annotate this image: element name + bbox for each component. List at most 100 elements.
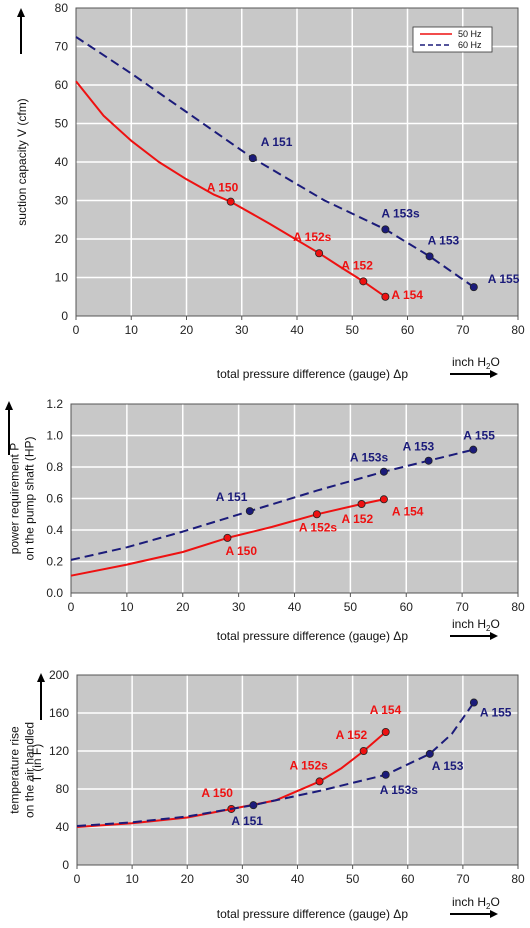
y-axis-label: power requirement P [8, 443, 22, 554]
data-point [424, 456, 433, 465]
x-axis-arrow-head [490, 910, 498, 918]
x-axis-arrow-head [490, 632, 498, 640]
y-tick-label: 50 [55, 117, 69, 131]
x-tick-label: 20 [176, 600, 190, 614]
x-tick-label: 50 [344, 600, 358, 614]
data-point-label: A 152 [341, 258, 373, 272]
series-line-60hz [75, 36, 475, 288]
y-axis-label: on the air handled [23, 722, 37, 818]
y-axis-label: suction capacity V (cfm) [15, 98, 29, 225]
x-tick-label: 70 [455, 600, 469, 614]
legend-box [412, 26, 493, 53]
x-axis-label: total pressure difference (gauge) Δp [217, 367, 409, 381]
series-line-60hz [76, 701, 475, 827]
y-tick-label: 120 [49, 744, 69, 758]
data-point-label: A 150 [225, 544, 257, 558]
y-tick-label: 1.0 [46, 429, 63, 443]
x-axis-arrow-head [490, 370, 498, 378]
x-tick-label: 20 [180, 323, 194, 337]
data-point [379, 467, 388, 476]
data-point [469, 283, 478, 292]
x-tick-label: 40 [288, 600, 302, 614]
y-tick-label: 30 [55, 194, 69, 208]
data-point-label: A 152s [290, 758, 329, 772]
x-axis-unit: inch H2O [452, 617, 500, 633]
x-tick-label: 80 [511, 323, 525, 337]
y-tick-label: 200 [49, 668, 69, 682]
x-tick-label: 10 [120, 600, 134, 614]
data-point [379, 495, 388, 504]
x-axis-label: total pressure difference (gauge) Δp [217, 907, 409, 921]
data-point-label: A 153s [350, 451, 389, 465]
series-line-50hz [70, 498, 385, 577]
data-point-label: A 151 [261, 135, 293, 149]
data-point [248, 154, 257, 163]
data-point [357, 500, 366, 509]
x-tick-label: 70 [456, 323, 470, 337]
data-point [226, 197, 235, 206]
x-tick-label: 30 [235, 323, 249, 337]
data-point [381, 225, 390, 234]
x-tick-label: 10 [125, 323, 139, 337]
y-tick-label: 80 [55, 1, 69, 15]
x-tick-label: 0 [73, 323, 80, 337]
x-tick-label: 60 [401, 872, 415, 886]
x-tick-label: 50 [346, 323, 360, 337]
y-tick-label: 0.6 [46, 492, 63, 506]
data-point [381, 728, 390, 737]
x-tick-label: 60 [401, 323, 415, 337]
y-tick-label: 0.2 [46, 555, 63, 569]
data-point [425, 252, 434, 261]
x-axis-unit: inch H2O [452, 355, 500, 371]
x-tick-label: 70 [456, 872, 470, 886]
data-point-label: A 153s [380, 783, 419, 797]
y-tick-label: 70 [55, 40, 69, 54]
x-axis-label: total pressure difference (gauge) Δp [217, 629, 409, 643]
data-point-label: A 153 [428, 233, 460, 247]
y-tick-label: 10 [55, 271, 69, 285]
x-tick-label: 80 [511, 872, 525, 886]
x-tick-label: 40 [290, 323, 304, 337]
data-point [381, 770, 390, 779]
x-tick-label: 20 [181, 872, 195, 886]
series-line-50hz [75, 80, 386, 298]
data-point [315, 777, 324, 786]
data-point-label: A 150 [201, 786, 233, 800]
data-point [249, 801, 258, 810]
x-tick-label: 50 [346, 872, 360, 886]
data-point-label: A 152 [336, 728, 368, 742]
data-point-label: A 152 [342, 512, 374, 526]
y-tick-label: 0.8 [46, 460, 63, 474]
y-tick-label: 0 [61, 309, 68, 323]
x-tick-label: 10 [125, 872, 139, 886]
data-point [381, 292, 390, 301]
data-point-label: A 150 [207, 181, 239, 195]
data-point [315, 249, 324, 258]
y-axis-label-symbol: T (in F) [30, 744, 44, 782]
legend-label-60hz: 60 Hz [458, 40, 482, 50]
x-axis-unit: inch H2O [452, 895, 500, 911]
data-point [469, 445, 478, 454]
y-tick-label: 0 [62, 858, 69, 872]
y-axis-label: on the pump shaft (HP) [23, 436, 37, 560]
data-point-label: A 154 [392, 504, 424, 518]
x-tick-label: 40 [291, 872, 305, 886]
data-point-label: A 152s [293, 230, 332, 244]
data-point-label: A 153s [381, 206, 420, 220]
x-tick-label: 30 [236, 872, 250, 886]
y-tick-label: 80 [56, 782, 70, 796]
y-tick-label: 40 [55, 155, 69, 169]
data-point-label: A 154 [391, 288, 423, 302]
data-point [312, 510, 321, 519]
x-tick-label: 60 [400, 600, 414, 614]
y-axis-label: temperature rise [8, 726, 22, 814]
data-point [359, 747, 368, 756]
y-tick-label: 1.2 [46, 397, 63, 411]
x-tick-label: 30 [232, 600, 246, 614]
data-point [223, 533, 232, 542]
y-tick-label: 40 [56, 820, 70, 834]
y-tick-label: 60 [55, 78, 69, 92]
data-point-label: A 154 [370, 703, 402, 717]
legend-label-50hz: 50 Hz [458, 29, 482, 39]
